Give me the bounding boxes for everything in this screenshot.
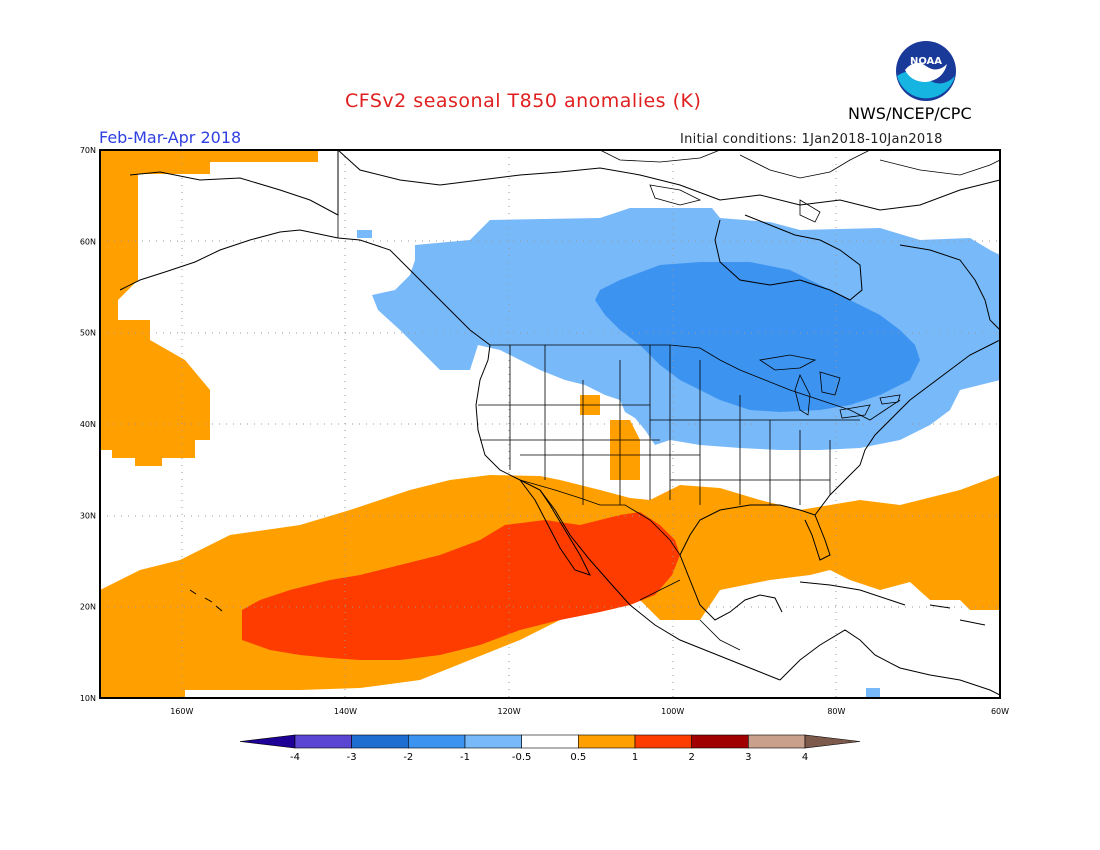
colorbar-box xyxy=(408,734,466,749)
colorbar-level-label: -0.5 xyxy=(512,752,532,763)
colorbar-arrow-high xyxy=(804,734,861,749)
political-borders xyxy=(337,150,901,651)
lat-tick-label: 30N xyxy=(80,511,96,520)
arctic-islands xyxy=(599,150,1000,223)
alaska-coast xyxy=(129,150,491,346)
colorbar-level-label: -1 xyxy=(460,752,470,763)
lightblue-small-patch-caribbean xyxy=(866,688,880,698)
labrador-coast xyxy=(899,244,1000,331)
colorbar-box xyxy=(748,734,806,749)
alaska-peninsula xyxy=(119,229,339,291)
hawaii xyxy=(189,589,223,612)
baja-california xyxy=(519,479,591,576)
central-america xyxy=(779,629,1000,696)
colorbar-level-label: 4 xyxy=(802,752,808,763)
lat-tick-label: 70N xyxy=(80,146,96,155)
blue-region-great-lakes xyxy=(595,262,920,412)
lon-tick-labels: 160W 140W 120W 100W 80W 60W xyxy=(170,707,1009,716)
mexico-borders xyxy=(639,579,741,651)
gulf-coast xyxy=(679,504,831,621)
lat-tick-label: 40N xyxy=(80,420,96,429)
state-lines-west xyxy=(478,345,700,505)
initial-conditions-label: Initial conditions: 1Jan2018-10Jan2018 xyxy=(680,132,943,147)
map-frame xyxy=(99,149,1001,699)
noaa-logo: NOAA xyxy=(896,41,956,101)
hudson-bay xyxy=(714,214,863,301)
lon-tick-label: 160W xyxy=(170,707,193,716)
colorbar-level-label: -4 xyxy=(290,752,300,763)
chart-title: CFSv2 seasonal T850 anomalies (K) xyxy=(345,90,702,112)
colorbar-arrow-low xyxy=(239,734,296,749)
colorbar: -4 -3 -2 -1 -0.5 0.5 1 2 3 4 xyxy=(239,734,861,763)
colorbar-level-label: -3 xyxy=(347,752,357,763)
orange-small-patch-colorado xyxy=(610,420,640,480)
lon-tick-label: 80W xyxy=(827,707,845,716)
lat-tick-label: 60N xyxy=(80,237,96,246)
hot-anomaly-regions xyxy=(242,512,680,660)
state-lines-central xyxy=(650,345,860,505)
red-region-mexico-pacific xyxy=(242,512,680,660)
colorbar-box xyxy=(521,734,579,749)
map-plot-area xyxy=(100,150,1000,698)
lat-tick-labels: 70N 60N 50N 40N 30N 20N 10N xyxy=(80,146,96,703)
east-coast-us xyxy=(814,339,1000,516)
lat-tick-label: 10N xyxy=(80,694,96,703)
map-gridlines xyxy=(100,150,1000,698)
west-coast-us xyxy=(475,344,781,681)
colorbar-box xyxy=(634,734,692,749)
colorbar-box xyxy=(691,734,749,749)
colorbar-box xyxy=(464,734,522,749)
colorbar-box xyxy=(351,734,409,749)
great-lakes xyxy=(758,354,901,419)
lon-tick-label: 140W xyxy=(334,707,357,716)
cold-anomaly-regions xyxy=(595,262,920,412)
colorbar-level-label: 1 xyxy=(632,752,638,763)
organization-label: NWS/NCEP/CPC xyxy=(848,104,972,123)
colorbar-level-label: 0.5 xyxy=(570,752,586,763)
logo-text: NOAA xyxy=(910,56,942,67)
colorbar-level-label: -2 xyxy=(403,752,413,763)
lon-tick-label: 120W xyxy=(497,707,520,716)
lat-tick-label: 50N xyxy=(80,329,96,338)
lon-tick-label: 100W xyxy=(661,707,684,716)
us-mexico-border xyxy=(519,479,681,556)
canada-us-border xyxy=(490,344,901,421)
colorbar-level-label: 2 xyxy=(688,752,694,763)
orange-region-north-pacific-west xyxy=(100,150,318,466)
season-label: Feb-Mar-Apr 2018 xyxy=(99,128,242,147)
cuba-caribbean xyxy=(799,581,986,626)
colorbar-box xyxy=(294,734,352,749)
coastlines xyxy=(119,150,1000,696)
lon-tick-label: 60W xyxy=(991,707,1009,716)
lightblue-region-canada-us xyxy=(357,230,372,238)
arctic-coast xyxy=(337,150,1000,211)
colorbar-box xyxy=(578,734,636,749)
lat-tick-label: 20N xyxy=(80,603,96,612)
colorbar-level-label: 3 xyxy=(745,752,751,763)
